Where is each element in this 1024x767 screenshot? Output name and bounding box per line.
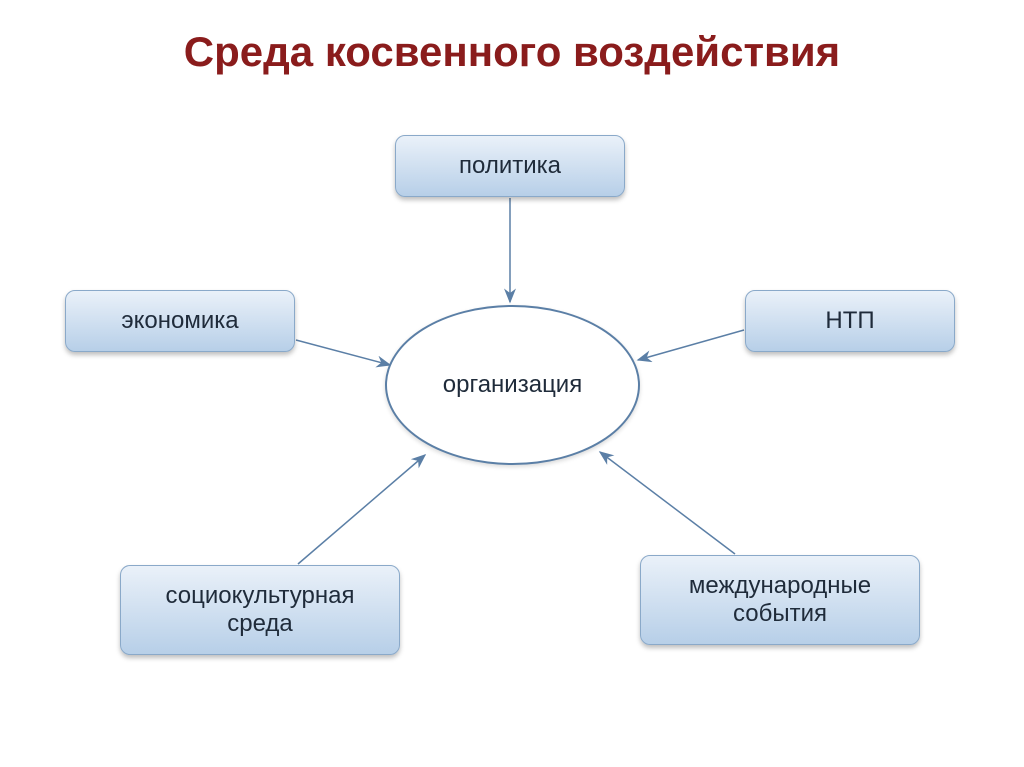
node-label: социокультурная среда: [131, 582, 389, 637]
node-economy: экономика: [65, 290, 295, 352]
edge-economy: [296, 340, 390, 365]
node-label: экономика: [121, 307, 238, 335]
node-label: международные события: [651, 572, 909, 627]
edge-intl: [600, 452, 735, 554]
edge-socio: [298, 455, 425, 564]
node-label: политика: [459, 152, 561, 180]
center-node: организация: [385, 305, 640, 465]
slide-title: Среда косвенного воздействия: [0, 28, 1024, 76]
node-ntp: НТП: [745, 290, 955, 352]
node-socio: социокультурная среда: [120, 565, 400, 655]
node-intl: международные события: [640, 555, 920, 645]
center-label: организация: [443, 371, 582, 399]
node-label: НТП: [825, 307, 874, 335]
node-politics: политика: [395, 135, 625, 197]
edge-ntp: [638, 330, 744, 360]
